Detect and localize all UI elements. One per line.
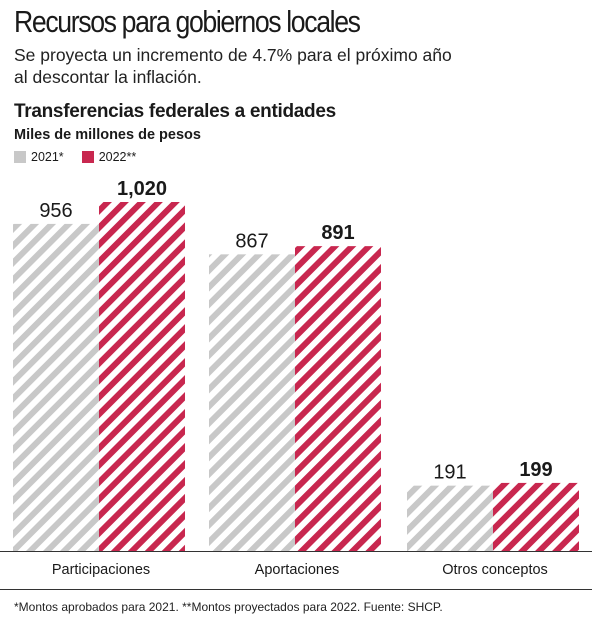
legend-label-2022: 2022** xyxy=(98,150,137,164)
bar-2022-1 xyxy=(295,246,381,551)
legend-swatch-2021 xyxy=(14,151,26,163)
chart-title: Transferencias federales a entidades xyxy=(14,101,336,122)
bar-2022-2 xyxy=(493,482,579,551)
page-subtitle: Se proyecta un incremento de 4.7% para e… xyxy=(14,45,452,87)
bar-2022-0 xyxy=(99,202,185,551)
data-label-2022-0: 1,020 xyxy=(117,178,167,200)
data-label-2022-2: 199 xyxy=(519,459,552,481)
legend-item-2022: 2022** xyxy=(81,150,137,164)
data-label-2021-1: 867 xyxy=(235,230,268,252)
category-label-0: Participaciones xyxy=(52,562,150,578)
bar-2021-1 xyxy=(209,254,295,551)
page-title: Recursos para gobiernos locales xyxy=(14,4,361,39)
data-label-2021-0: 956 xyxy=(39,200,72,222)
bar-2021-2 xyxy=(407,485,493,551)
legend: 2021* 2022** xyxy=(14,149,154,165)
data-label-2021-2: 191 xyxy=(433,462,466,484)
legend-swatch-2022 xyxy=(81,151,94,163)
bar-2021-0 xyxy=(13,223,99,551)
category-label-1: Aportaciones xyxy=(255,562,340,578)
data-label-2022-1: 891 xyxy=(321,222,354,244)
legend-item-2021: 2021* xyxy=(14,150,64,164)
category-label-2: Otros conceptos xyxy=(442,562,548,578)
footnote: *Montos aprobados para 2021. **Montos pr… xyxy=(14,600,443,614)
legend-label-2021: 2021* xyxy=(31,150,64,164)
units-label: Miles de millones de pesos xyxy=(14,127,201,143)
